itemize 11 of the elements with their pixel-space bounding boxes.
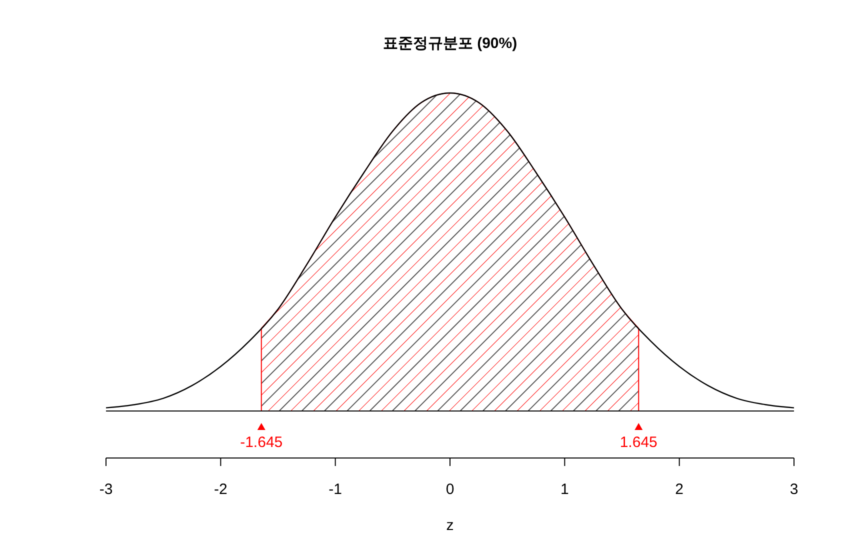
x-tick-label: 1 <box>560 481 569 498</box>
x-tick-label: 3 <box>790 481 798 498</box>
chart-title: 표준정규분포 (90%) <box>382 35 518 52</box>
x-tick-label: 2 <box>675 481 684 498</box>
annotation: -1.645 <box>240 434 283 451</box>
x-tick-label: -1 <box>328 481 342 498</box>
annotation: 1.645 <box>620 434 658 451</box>
x-tick-label: -2 <box>214 481 228 498</box>
x-tick-label: -3 <box>99 481 113 498</box>
x-tick-label: 0 <box>446 481 454 498</box>
x-axis-title: z <box>446 517 454 534</box>
